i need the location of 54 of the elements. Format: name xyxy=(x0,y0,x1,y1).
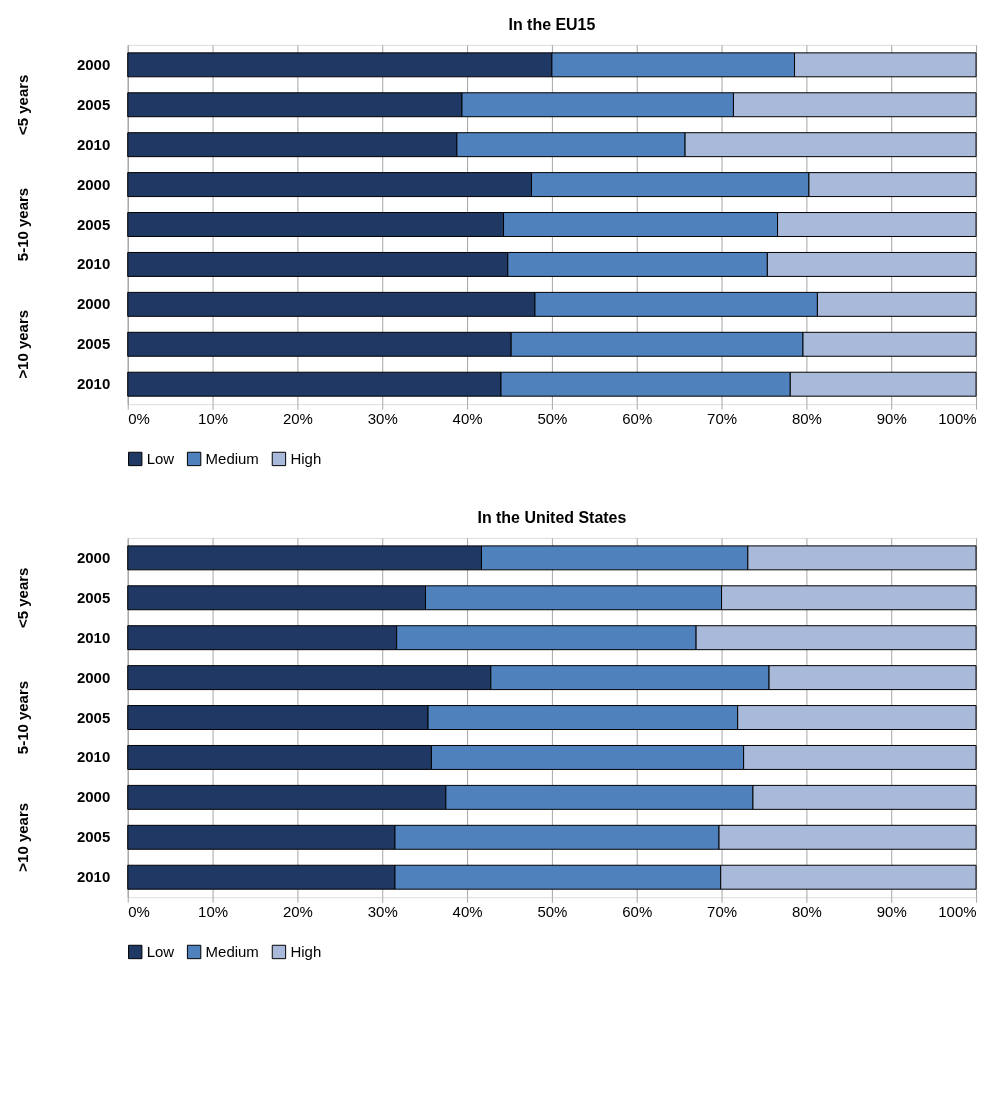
text: >10 years xyxy=(13,309,31,379)
x-tick-label: 70% xyxy=(707,409,738,427)
text: 5-10 years xyxy=(13,680,31,755)
x-tick-label: 80% xyxy=(791,409,822,427)
x-tick-label: 10% xyxy=(198,409,229,427)
y-tick-label: 2005 xyxy=(76,335,111,353)
x-tick-label: 90% xyxy=(876,409,907,427)
x-tick-label: 20% xyxy=(282,902,313,920)
x-tick-label: 20% xyxy=(282,409,313,427)
y-tick-label: 2000 xyxy=(76,175,111,193)
legend-label: Low xyxy=(146,942,175,960)
y-tick-label: 2000 xyxy=(76,788,111,806)
y-tick-label: 2010 xyxy=(76,748,111,766)
text: >10 years xyxy=(13,802,31,872)
x-tick-label: 40% xyxy=(452,902,483,920)
chart-title: In the EU15 xyxy=(508,15,596,33)
y-tick-label: 2010 xyxy=(76,375,111,393)
x-tick-label: 50% xyxy=(537,902,568,920)
y-tick-label: 2000 xyxy=(76,668,111,686)
y-tick-label: 2000 xyxy=(76,548,111,566)
y-tick-label: 2005 xyxy=(76,215,111,233)
legend-label: Medium xyxy=(205,942,259,960)
x-tick-label: 0% xyxy=(128,902,150,920)
y-tick-label: 2005 xyxy=(76,588,111,606)
x-tick-label: 100% xyxy=(938,902,977,920)
y-tick-label: 2000 xyxy=(76,55,111,73)
y-tick-label: 2005 xyxy=(76,95,111,113)
y-tick-label: 2005 xyxy=(76,708,111,726)
x-tick-label: 10% xyxy=(198,902,229,920)
y-tick-label: 2000 xyxy=(76,295,111,313)
x-tick-label: 80% xyxy=(791,902,822,920)
legend-label: High xyxy=(290,449,322,467)
legend-label: High xyxy=(290,942,322,960)
chart-title: In the United States xyxy=(477,508,627,526)
text: 5-10 years xyxy=(13,187,31,262)
text: <5 years xyxy=(13,567,31,628)
text: <5 years xyxy=(13,74,31,135)
x-tick-label: 70% xyxy=(707,902,738,920)
legend-label: Medium xyxy=(205,449,259,467)
x-tick-label: 30% xyxy=(367,409,398,427)
y-tick-label: 2010 xyxy=(76,135,111,153)
legend-label: Low xyxy=(146,449,175,467)
x-tick-label: 90% xyxy=(876,902,907,920)
x-tick-label: 40% xyxy=(452,409,483,427)
y-tick-label: 2005 xyxy=(76,828,111,846)
x-tick-label: 50% xyxy=(537,409,568,427)
x-tick-label: 60% xyxy=(622,409,653,427)
x-tick-label: 60% xyxy=(622,902,653,920)
x-tick-label: 0% xyxy=(128,409,150,427)
y-tick-label: 2010 xyxy=(76,255,111,273)
y-tick-label: 2010 xyxy=(76,868,111,886)
x-tick-label: 30% xyxy=(367,902,398,920)
y-tick-label: 2010 xyxy=(76,628,111,646)
x-tick-label: 100% xyxy=(938,409,977,427)
